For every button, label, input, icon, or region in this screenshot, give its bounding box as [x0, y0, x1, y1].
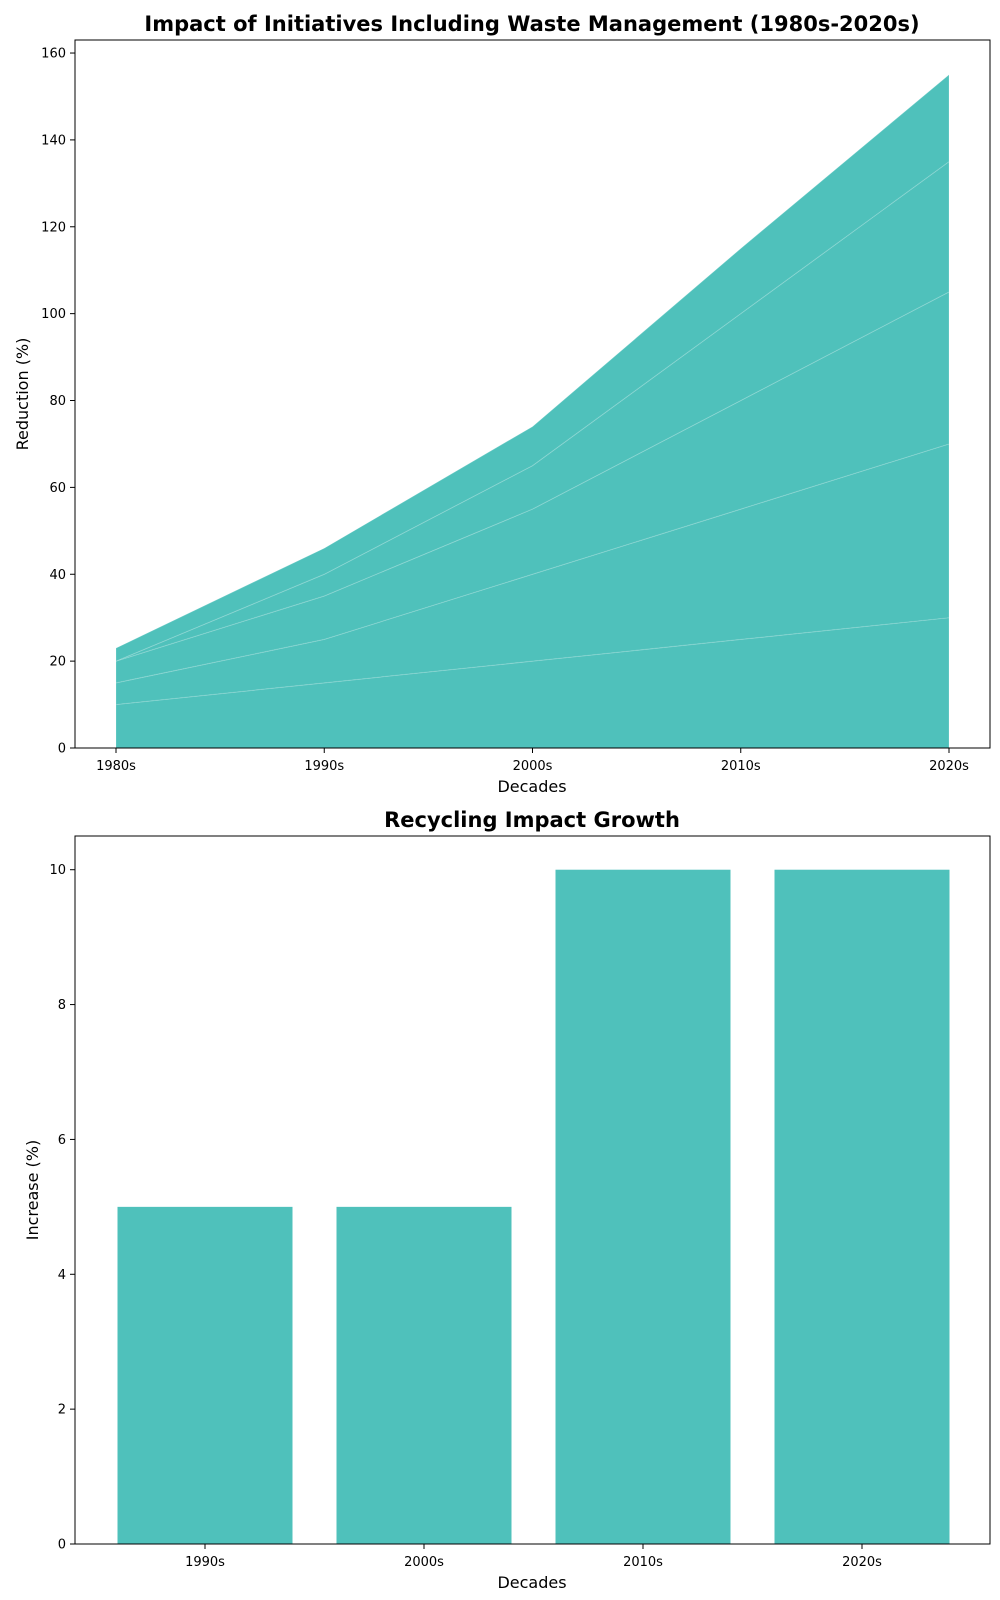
area-y-tick-label: 60: [49, 481, 66, 496]
bar-2000s: [336, 1206, 512, 1544]
bar-1990s: [117, 1206, 293, 1544]
area-y-axis-label: Reduction (%): [13, 338, 32, 451]
area-layer-4: [115, 160, 950, 662]
bar-marks: [117, 869, 950, 1544]
bar-x-tick-label: 2010s: [623, 1555, 663, 1570]
area-x-axis: 1980s 1990s 2000s 2010s 2020s: [96, 748, 969, 774]
bar-x-tick-label: 1990s: [185, 1555, 225, 1570]
bar-x-tick-label: 2000s: [404, 1555, 444, 1570]
area-layer-2: [115, 443, 950, 706]
bar-y-tick-label: 0: [58, 1538, 66, 1553]
area-y-tick-label: 160: [41, 47, 66, 62]
bar-y-tick-label: 10: [49, 863, 66, 878]
area-x-tick-label: 1980s: [96, 759, 136, 774]
area-chart-title: Impact of Initiatives Including Waste Ma…: [144, 12, 919, 36]
bar-y-axis-label: Increase (%): [23, 1140, 42, 1240]
area-layer-3: [115, 291, 950, 684]
area-x-tick-label: 2010s: [721, 759, 761, 774]
bar-x-axis-label: Decades: [497, 1573, 566, 1592]
bar-chart: Recycling Impact Growth 1990s 2000s 2010s 2…: [23, 808, 991, 1592]
bar-2020s: [774, 869, 950, 1544]
area-y-axis: 0 20 40 60 80 100 120 140 160: [41, 47, 75, 757]
area-x-tick-label: 2020s: [929, 759, 969, 774]
area-x-axis-label: Decades: [497, 777, 566, 796]
area-y-tick-label: 40: [49, 568, 66, 583]
area-chart: Impact of Initiatives Including Waste Ma…: [13, 12, 991, 796]
area-y-tick-label: 100: [41, 307, 66, 322]
area-layer-5: [115, 73, 950, 662]
area-x-tick-label: 1990s: [304, 759, 344, 774]
area-y-tick-label: 120: [41, 220, 66, 235]
area-layers: [115, 73, 950, 749]
area-x-tick-label: 2000s: [513, 759, 553, 774]
area-y-tick-label: 20: [49, 655, 66, 670]
area-y-tick-label: 0: [58, 742, 66, 757]
bar-chart-frame: [74, 835, 991, 1545]
bar-x-axis: 1990s 2000s 2010s 2020s: [185, 1544, 882, 1570]
bar-y-tick-label: 2: [58, 1403, 66, 1418]
bar-y-tick-label: 6: [58, 1133, 66, 1148]
bar-chart-title: Recycling Impact Growth: [384, 808, 680, 832]
bar-2010s: [555, 869, 731, 1544]
bar-x-tick-label: 2020s: [842, 1555, 882, 1570]
bar-y-axis: 0 2 4 6 8 10: [49, 863, 75, 1553]
bar-y-tick-label: 4: [58, 1268, 66, 1283]
area-y-tick-label: 80: [49, 394, 66, 409]
area-y-tick-label: 140: [41, 133, 66, 148]
bar-y-tick-label: 8: [58, 998, 66, 1013]
